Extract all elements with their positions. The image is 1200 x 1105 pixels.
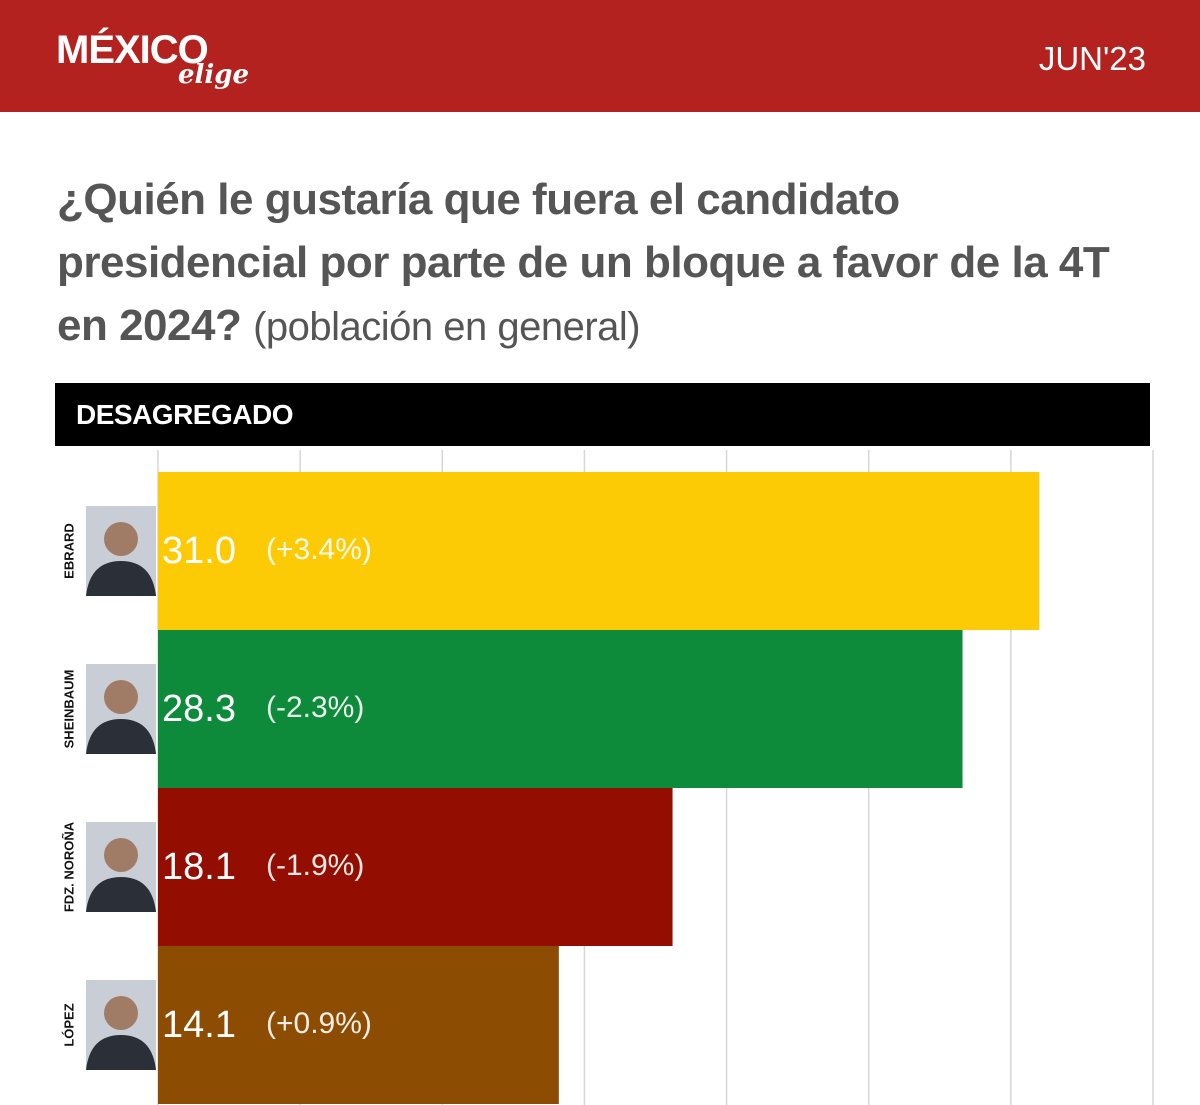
photo (86, 506, 156, 596)
section-label: DESAGREGADO (76, 399, 293, 430)
photo (86, 980, 156, 1070)
value-label: 31.0 (162, 530, 236, 572)
photo-head (104, 996, 138, 1030)
value-label: 28.3 (162, 688, 236, 730)
photo-head (104, 522, 138, 556)
bar (158, 472, 1040, 630)
header: MÉXICO elige JUN'23 (0, 0, 1200, 112)
change-label: (+0.9%) (266, 1007, 372, 1040)
category-label: LÓPEZ (61, 1003, 76, 1046)
change-label: (-2.3%) (266, 691, 364, 724)
category-label: EBRARD (61, 523, 76, 579)
bar (158, 630, 963, 788)
section-band: DESAGREGADO (55, 383, 1150, 446)
bar (158, 788, 673, 946)
change-label: (+3.4%) (266, 533, 372, 566)
value-label: 18.1 (162, 846, 236, 888)
photo-head (104, 838, 138, 872)
value-label: 14.1 (162, 1004, 236, 1046)
change-label: (-1.9%) (266, 849, 364, 882)
category-label: FDZ. NOROÑA (61, 821, 76, 912)
photo-body (86, 877, 156, 912)
photo (86, 822, 156, 912)
logo: MÉXICO (56, 28, 209, 72)
category-label: SHEINBAUM (61, 670, 76, 749)
photo-body (86, 1035, 156, 1070)
chart-subtitle: (población en general) (253, 305, 641, 349)
bar (158, 946, 559, 1104)
date: JUN'23 (1038, 40, 1146, 77)
title-block: ¿Quién le gustaría que fuera el candidat… (57, 168, 1157, 359)
photo-head (104, 680, 138, 714)
photo-body (86, 719, 156, 754)
photo (86, 664, 156, 754)
photo-body (86, 561, 156, 596)
logo-sub: elige (178, 60, 250, 90)
chart-title: ¿Quién le gustaría que fuera el candidat… (57, 175, 1110, 350)
